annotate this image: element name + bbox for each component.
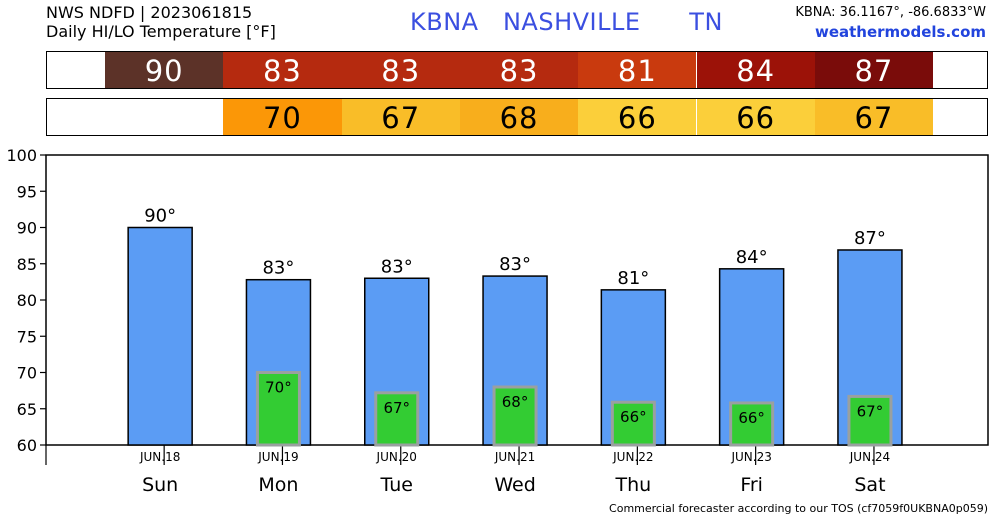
low-temperature-strip: 70 67 68 66 66 67 <box>46 98 988 136</box>
station-title: KBNA NASHVILLE TN <box>410 8 723 36</box>
high-temp-label: 90° <box>144 206 176 227</box>
high-temperature-strip: 90 83 83 83 81 84 87 <box>46 51 988 89</box>
low-temp-label: 66° <box>620 408 647 426</box>
hi-cell: 83 <box>459 52 579 88</box>
day-label: Fri <box>740 474 763 496</box>
low-temp-bar <box>374 391 420 447</box>
date-label: JUN.18 <box>139 450 180 464</box>
high-temp-label: 87° <box>854 228 886 249</box>
hi-cell: 87 <box>814 52 934 88</box>
hi-cell: 81 <box>578 52 697 88</box>
high-temp-label: 83° <box>499 254 531 275</box>
day-label: Sat <box>854 474 885 496</box>
station-coordinates: KBNA: 36.1167°, -86.6833°W <box>795 5 986 20</box>
day-label: Sun <box>142 474 178 496</box>
lo-cell: 70 <box>223 99 342 135</box>
y-tick-label: 95 <box>17 182 37 201</box>
day-label: Mon <box>258 474 298 496</box>
date-label: JUN.20 <box>376 450 417 464</box>
day-label: Wed <box>494 474 535 496</box>
low-temp-bar <box>255 371 301 447</box>
y-tick-label: 75 <box>17 327 37 346</box>
hi-cell: 90 <box>105 52 224 88</box>
high-temp-label: 83° <box>262 258 294 279</box>
low-temp-label: 68° <box>502 393 529 411</box>
high-temp-bar <box>127 226 193 446</box>
high-temp-label: 83° <box>381 256 413 277</box>
y-tick-label: 65 <box>17 400 37 419</box>
hi-cell: 83 <box>223 52 342 88</box>
hi-cell: 83 <box>341 52 460 88</box>
date-label: JUN.21 <box>494 450 535 464</box>
lo-cell: 67 <box>341 99 460 135</box>
date-label: JUN.23 <box>730 450 771 464</box>
model-run-label: NWS NDFD | 2023061815 <box>46 3 253 22</box>
day-label: Thu <box>614 474 651 496</box>
y-tick-label: 90 <box>17 219 37 238</box>
lo-cell: 67 <box>814 99 934 135</box>
y-tick-label: 100 <box>6 146 37 165</box>
day-label: Tue <box>380 474 413 496</box>
low-temp-label: 66° <box>738 409 765 427</box>
low-temp-label: 70° <box>265 379 292 397</box>
high-temp-label: 81° <box>617 268 649 289</box>
low-temp-bar <box>610 400 656 447</box>
date-label: JUN.24 <box>849 450 890 464</box>
high-temp-label: 84° <box>736 247 768 268</box>
lo-cell <box>105 99 224 135</box>
lo-cell: 68 <box>459 99 579 135</box>
y-tick-label: 70 <box>17 364 37 383</box>
low-temp-label: 67° <box>383 399 410 417</box>
y-tick-label: 60 <box>17 436 37 455</box>
low-temp-bar <box>492 385 538 447</box>
y-tick-label: 80 <box>17 291 37 310</box>
date-label: JUN.19 <box>257 450 298 464</box>
hi-cell: 84 <box>696 52 815 88</box>
low-temp-bar <box>729 401 775 447</box>
footer-note: Commercial forecaster according to our T… <box>609 502 988 515</box>
low-temp-label: 67° <box>857 402 884 420</box>
lo-cell: 66 <box>696 99 815 135</box>
lo-cell: 66 <box>578 99 697 135</box>
y-tick-label: 85 <box>17 255 37 274</box>
chart-title: Daily HI/LO Temperature [°F] <box>46 22 276 41</box>
site-link[interactable]: weathermodels.com <box>814 23 986 41</box>
date-label: JUN.22 <box>612 450 653 464</box>
low-temp-bar <box>847 394 893 447</box>
